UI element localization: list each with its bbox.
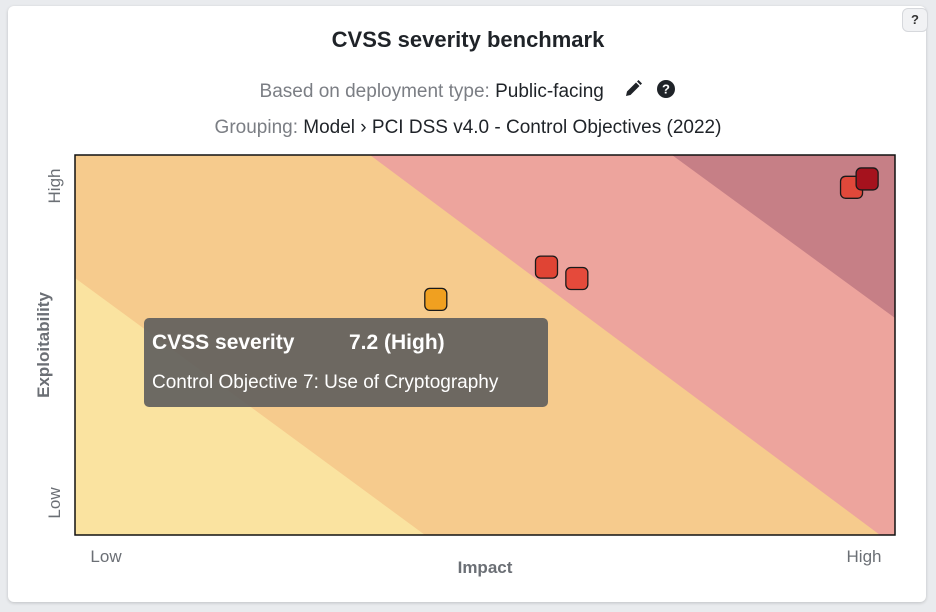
data-point-3[interactable]: [565, 266, 589, 291]
svg-text:?: ?: [662, 82, 670, 97]
question-circle-icon[interactable]: ?: [656, 79, 676, 105]
tooltip-value: 7.2 (High): [349, 331, 445, 354]
deployment-prefix: Based on deployment type:: [259, 81, 496, 103]
deployment-line: Based on deployment type: Public-facing …: [0, 79, 936, 105]
x-tick-high: High: [847, 547, 882, 566]
pencil-icon[interactable]: [623, 79, 643, 105]
data-point-5[interactable]: [855, 167, 879, 191]
points-layer: [424, 167, 879, 312]
tooltip: CVSS severity 7.2 (High) Control Objecti…: [144, 318, 548, 407]
x-tick-low: Low: [90, 547, 122, 566]
band-critical: [672, 155, 895, 318]
deployment-value: Public-facing: [495, 81, 604, 103]
tooltip-name: Control Objective 7: Use of Cryptography: [152, 372, 499, 393]
y-tick-low: Low: [45, 487, 64, 519]
help-button[interactable]: ?: [902, 8, 928, 32]
tooltip-label: CVSS severity: [152, 331, 295, 354]
y-tick-high: High: [45, 169, 64, 204]
grouping-line: Grouping: Model › PCI DSS v4.0 - Control…: [0, 117, 936, 139]
y-axis-label: Exploitability: [34, 292, 53, 398]
data-point-1[interactable]: [424, 287, 448, 312]
x-axis-label: Impact: [458, 558, 513, 577]
grouping-value: Model › PCI DSS v4.0 - Control Objective…: [303, 117, 722, 138]
grouping-prefix: Grouping:: [214, 117, 304, 138]
plot-frame: [74, 154, 896, 536]
data-point-2[interactable]: [534, 255, 559, 279]
band-high-area: [370, 155, 895, 535]
chart-title: CVSS severity benchmark: [331, 27, 605, 52]
